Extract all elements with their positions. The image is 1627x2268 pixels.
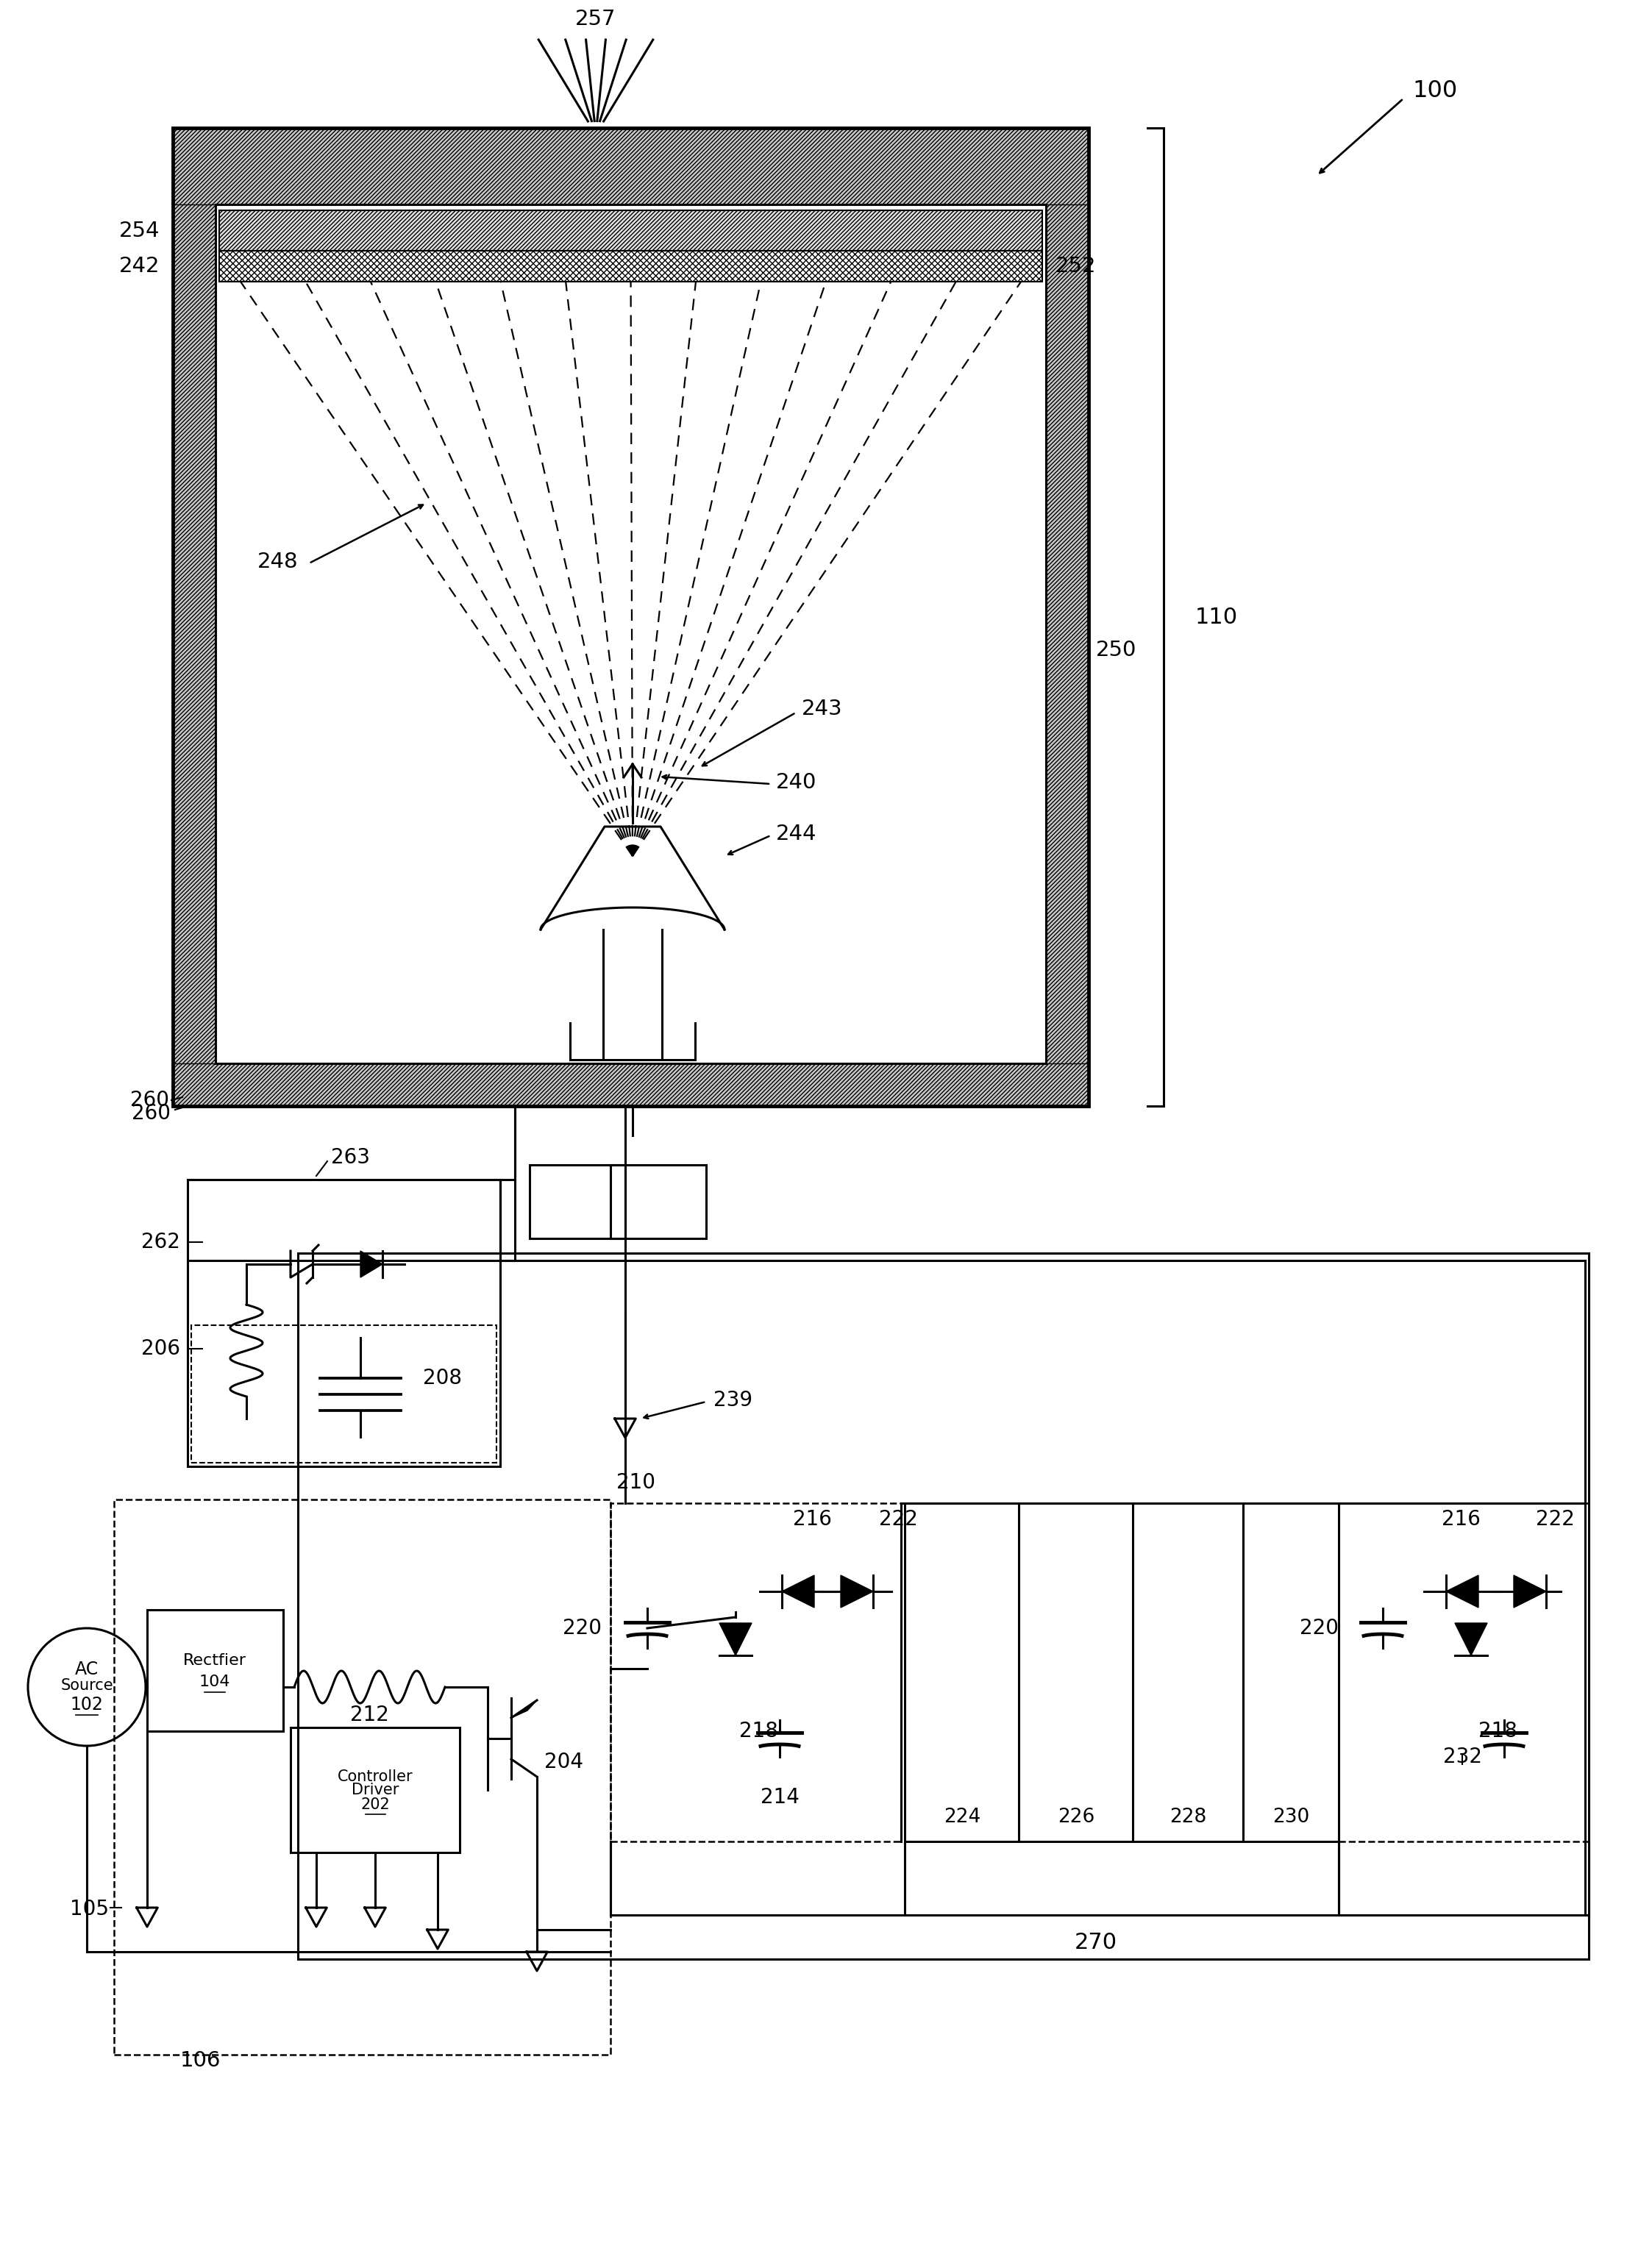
Text: 212: 212 — [350, 1706, 389, 1726]
Text: 105: 105 — [70, 1898, 109, 1919]
Bar — [172, 127, 1088, 1107]
Text: 218: 218 — [739, 1721, 778, 1742]
Text: Controller: Controller — [337, 1769, 413, 1785]
Text: 243: 243 — [802, 699, 843, 719]
Text: 252: 252 — [1056, 256, 1097, 277]
Text: 104: 104 — [198, 1674, 231, 1690]
Text: 254: 254 — [119, 220, 159, 240]
Bar — [172, 127, 1088, 204]
Polygon shape — [361, 1252, 382, 1277]
Polygon shape — [719, 1624, 752, 1656]
Polygon shape — [511, 1701, 537, 1717]
Text: 250: 250 — [1097, 640, 1137, 660]
Text: 248: 248 — [257, 551, 298, 572]
Bar — [610, 1166, 706, 1238]
Text: 216: 216 — [1442, 1508, 1481, 1529]
Text: 263: 263 — [330, 1148, 369, 1168]
Text: 214: 214 — [760, 1787, 799, 1808]
Bar — [220, 252, 1043, 281]
Text: 224: 224 — [944, 1808, 981, 1826]
Bar — [114, 1499, 610, 2055]
Polygon shape — [1455, 1624, 1487, 1656]
Text: 228: 228 — [1170, 1808, 1206, 1826]
Polygon shape — [1446, 1576, 1479, 1608]
Text: 257: 257 — [576, 9, 617, 29]
Text: 242: 242 — [119, 256, 159, 277]
Text: Driver: Driver — [351, 1783, 399, 1796]
Text: 208: 208 — [423, 1368, 462, 1388]
Text: 204: 204 — [545, 1751, 582, 1771]
Text: AC: AC — [75, 1660, 99, 1678]
Text: 102: 102 — [70, 1696, 103, 1715]
Bar — [1339, 1504, 1588, 1842]
Text: 110: 110 — [1196, 606, 1238, 628]
Text: 260: 260 — [130, 1091, 169, 1111]
Text: 260: 260 — [132, 1102, 171, 1123]
Text: 226: 226 — [1058, 1808, 1095, 1826]
Polygon shape — [783, 1576, 814, 1608]
Bar — [172, 1064, 1088, 1107]
Bar — [215, 204, 1046, 1064]
Text: 106: 106 — [181, 2050, 221, 2071]
Text: 220: 220 — [563, 1617, 602, 1637]
Polygon shape — [1513, 1576, 1546, 1608]
Text: 262: 262 — [142, 1232, 181, 1252]
Bar — [192, 1325, 496, 1463]
Bar — [187, 1179, 499, 1467]
Bar — [905, 1504, 1339, 1842]
Text: 270: 270 — [1074, 1932, 1118, 1953]
Text: 206: 206 — [142, 1338, 181, 1359]
Text: Source: Source — [60, 1678, 114, 1692]
Text: 230: 230 — [1272, 1808, 1310, 1826]
Bar — [291, 1728, 460, 1853]
Text: 222: 222 — [879, 1508, 918, 1529]
Bar — [610, 1504, 901, 1842]
Polygon shape — [841, 1576, 874, 1608]
Text: 220: 220 — [1300, 1617, 1339, 1637]
Text: 240: 240 — [776, 771, 817, 794]
Text: 239: 239 — [714, 1390, 753, 1411]
Bar — [172, 127, 215, 1107]
Bar — [298, 1254, 1588, 1960]
Text: 218: 218 — [1479, 1721, 1518, 1742]
Bar — [220, 211, 1043, 252]
Bar — [529, 1166, 625, 1238]
Text: 222: 222 — [1536, 1508, 1575, 1529]
Text: 202: 202 — [361, 1796, 390, 1812]
Text: Rectfier: Rectfier — [184, 1653, 246, 1667]
Text: 244: 244 — [776, 823, 817, 844]
Bar — [146, 1610, 283, 1730]
Text: 210: 210 — [617, 1472, 656, 1492]
Text: 100: 100 — [1412, 79, 1458, 102]
Text: 232: 232 — [1443, 1746, 1482, 1767]
Bar — [1046, 127, 1088, 1107]
Text: 216: 216 — [792, 1508, 831, 1529]
